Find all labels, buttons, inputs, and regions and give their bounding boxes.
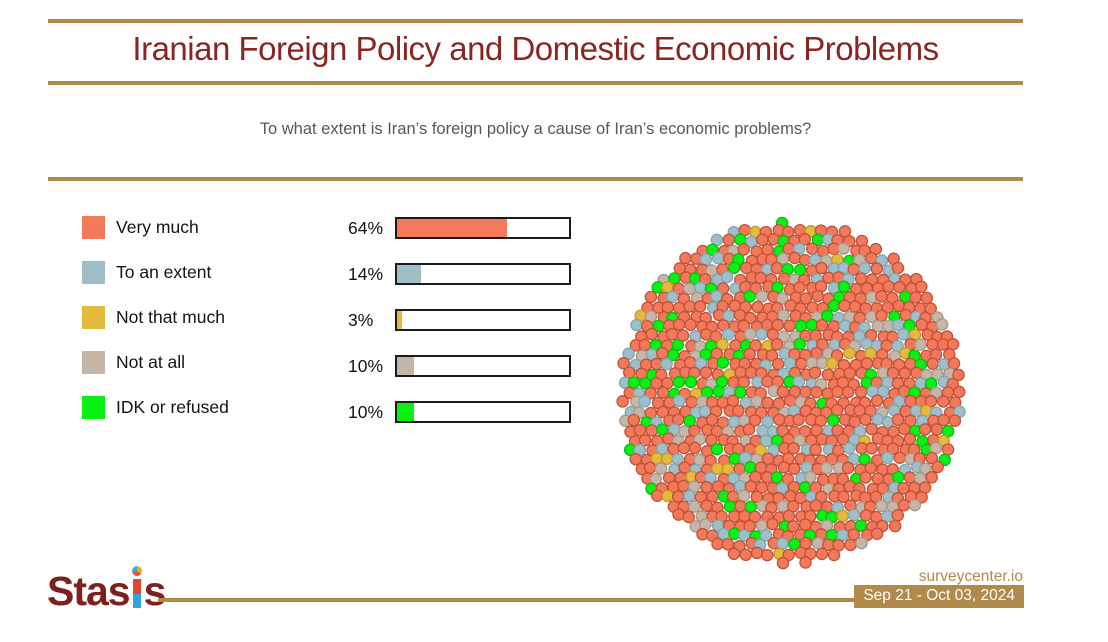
legend-swatch-idk-or-refused [82, 395, 105, 419]
legend-label: Not at all [116, 351, 186, 372]
bar-row-not-at-all: 10% [348, 354, 571, 378]
legend-swatch-not-that-much [82, 305, 105, 329]
legend-swatch-not-at-all [82, 350, 105, 374]
logo-text-prefix: Stas [47, 568, 131, 615]
dot-cluster-chart [613, 216, 967, 570]
legend-label: Very much [116, 216, 199, 237]
bar-fill-not-at-all [397, 357, 415, 375]
source-link[interactable]: surveycenter.io [918, 568, 1023, 585]
logo-i-stem [132, 579, 141, 608]
dot-cluster-svg [616, 216, 966, 570]
bar-track [395, 401, 571, 423]
divider-under-question [48, 177, 1023, 181]
legend-label: Not that much [116, 306, 225, 327]
legend-item-not-that-much: Not that much [82, 305, 229, 329]
survey-question: To what extent is Iran’s foreign policy … [259, 120, 812, 138]
bar-track [395, 217, 571, 239]
legend-item-not-at-all: Not at all [82, 350, 229, 374]
logo-pie-dot-icon [131, 566, 142, 576]
bar-fill-idk-or-refused [397, 403, 415, 421]
bar-fill-very-much [397, 219, 508, 237]
bar-row-idk-or-refused: 10% [348, 400, 571, 424]
legend-swatch-to-an-extent [82, 260, 105, 284]
bar-value-label: 64% [348, 217, 384, 238]
legend-item-to-an-extent: To an extent [82, 260, 229, 284]
bar-row-to-an-extent: 14% [348, 262, 571, 286]
bar-fill-not-that-much [397, 311, 403, 329]
legend-label: IDK or refused [116, 396, 229, 417]
bar-value-label: 10% [348, 401, 384, 422]
divider-under-title [48, 81, 1023, 85]
legend-item-very-much: Very much [82, 215, 229, 239]
bar-fill-to-an-extent [397, 265, 422, 283]
stasis-logo: Stas s [47, 566, 167, 615]
bar-value-label: 10% [348, 355, 384, 376]
bar-row-not-that-much: 3% [348, 308, 571, 332]
date-range-badge: Sep 21 - Oct 03, 2024 [854, 585, 1024, 608]
bar-track [395, 263, 571, 285]
legend-label: To an extent [116, 261, 212, 282]
bar-row-very-much: 64% [348, 216, 571, 240]
bar-value-label: 3% [348, 309, 374, 330]
logo-letter-i [131, 566, 142, 608]
bar-track [395, 309, 571, 331]
page-title: Iranian Foreign Policy and Domestic Econ… [132, 30, 939, 67]
bar-chart: 64% 14% 3% 10% 10% [348, 216, 571, 446]
divider-top [48, 19, 1023, 23]
legend-swatch-very-much [82, 215, 105, 239]
bar-track [395, 355, 571, 377]
legend-item-idk-or-refused: IDK or refused [82, 395, 229, 419]
legend: Very much To an extent Not that much Not… [82, 215, 229, 440]
divider-footer [158, 598, 1024, 602]
bar-value-label: 14% [348, 263, 384, 284]
logo-text-suffix: s [143, 568, 167, 615]
